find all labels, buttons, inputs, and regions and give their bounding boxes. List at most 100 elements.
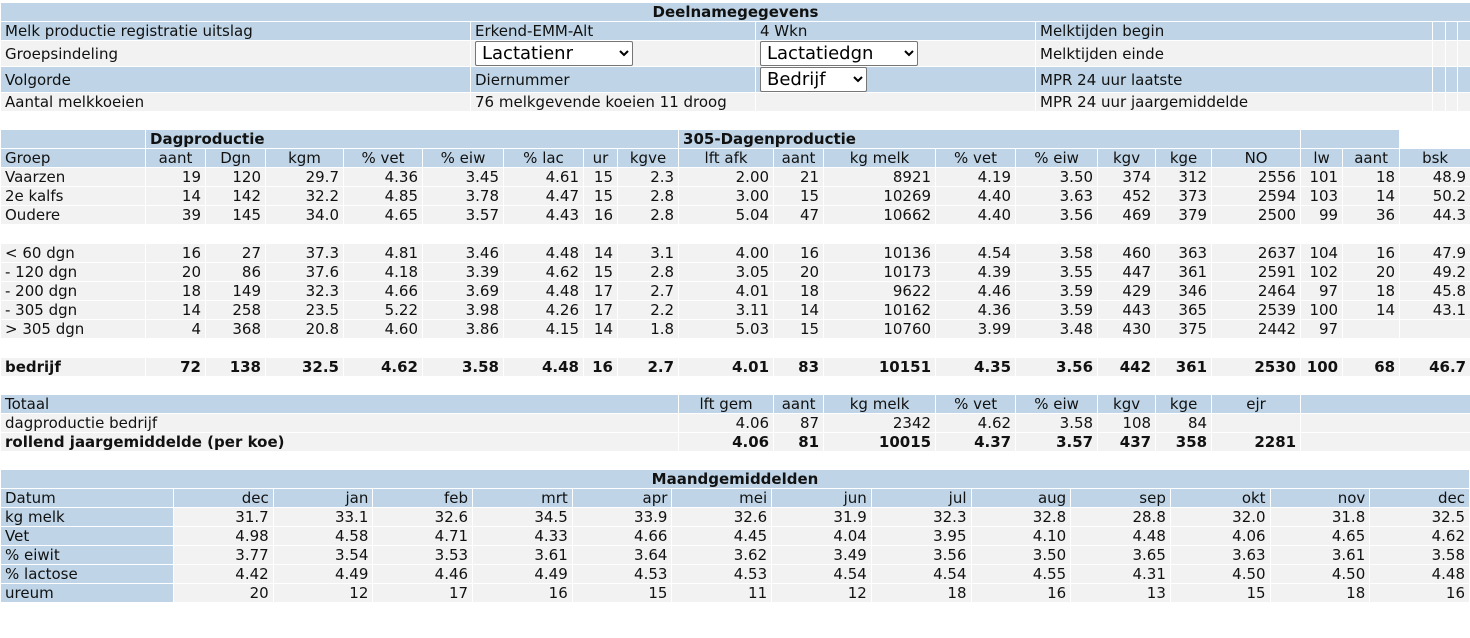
value-cell: 16: [472, 583, 573, 603]
value-cell: 4.46: [372, 564, 474, 584]
value-cell: 23.5: [265, 300, 344, 320]
value-cell: 2556: [1211, 167, 1302, 187]
section-title: Maandgemiddelden: [0, 469, 1470, 489]
data-row: - 120 dgn 20 86 37.6 4.18 3.39 4.62 15 2.8 3.05 20…: [0, 262, 1470, 282]
value-cell: 32.3: [870, 507, 972, 527]
value-cell: 2.8: [616, 186, 680, 206]
column-header: % vet: [935, 148, 1017, 168]
empty-cell: [1456, 92, 1470, 112]
value-cell: 460: [1097, 243, 1157, 263]
empty-cell: [1300, 432, 1470, 452]
row-label: - 120 dgn: [0, 262, 146, 282]
value-cell: 2.2: [616, 300, 680, 320]
data-row: rollend jaargemiddelde (per koe) 4.06 81 10…: [0, 432, 1470, 452]
row-label: bedrijf: [0, 357, 146, 377]
value-cell: 10760: [823, 319, 937, 339]
dropdown[interactable]: Bedrijf: [760, 67, 867, 92]
value-cell: 3.50: [1015, 167, 1099, 187]
value-cell: 20: [773, 262, 825, 282]
value-cell: 15: [571, 583, 673, 603]
value-cell: 437: [1097, 432, 1157, 452]
value-cell: 3.98: [422, 300, 504, 320]
value-cell: 31.8: [1269, 507, 1371, 527]
info-cell: MPR 24 uur laatste: [1035, 66, 1433, 93]
value-cell: 15: [583, 186, 618, 206]
value-cell: 4.43: [503, 205, 584, 225]
value-cell: 138: [205, 357, 266, 377]
value-cell: 3.55: [1015, 262, 1099, 282]
value-cell: 4.62: [503, 262, 584, 282]
value-cell: 4.36: [935, 300, 1017, 320]
empty-cell: [1432, 92, 1446, 112]
value-cell: 49.2: [1399, 262, 1470, 282]
data-row: kg melk 31.7 33.1 32.6 34.5 33.9 32.6 31.9 32.3 3…: [0, 507, 1470, 527]
empty-cell: [1456, 66, 1470, 93]
value-cell: 4.50: [1169, 564, 1271, 584]
value-cell: 101: [1300, 167, 1344, 187]
value-cell: 430: [1097, 319, 1157, 339]
info-cell: Diernummer: [470, 66, 756, 93]
dropdown[interactable]: Lactatienr: [475, 41, 633, 66]
info-row: Volgorde Diernummer Bedrijf MPR 24 uur laat…: [0, 66, 1470, 93]
value-cell: 4.48: [1369, 564, 1470, 584]
row-label: > 305 dgn: [0, 319, 146, 339]
value-cell: 32.8: [970, 507, 1072, 527]
value-cell: 13: [1070, 583, 1171, 603]
column-header: % vet: [935, 394, 1017, 414]
value-cell: 32.5: [1369, 507, 1470, 527]
value-cell: 81: [773, 432, 825, 452]
value-cell: 4.36: [343, 167, 423, 187]
value-cell: 3.45: [422, 167, 504, 187]
empty-cell: [1300, 129, 1401, 149]
value-cell: 37.6: [265, 262, 344, 282]
value-cell: 12: [272, 583, 374, 603]
value-cell: 4.19: [935, 167, 1017, 187]
value-cell: 14: [583, 319, 618, 339]
value-cell: 2594: [1211, 186, 1302, 206]
value-cell: 3.1: [616, 243, 680, 263]
data-row: ureum 20 12 17 16 15 11 12 18 16 13 15 18 16: [0, 583, 1470, 603]
value-cell: 3.56: [1015, 357, 1099, 377]
value-cell: 10269: [823, 186, 937, 206]
value-cell: 4.48: [503, 281, 584, 301]
dropdown[interactable]: Lactatiedgn: [760, 41, 918, 66]
value-cell: 4.48: [503, 357, 584, 377]
value-cell: 16: [583, 357, 618, 377]
value-cell: 4.85: [343, 186, 423, 206]
value-cell: 443: [1097, 300, 1157, 320]
value-cell: 4.65: [343, 205, 423, 225]
value-cell: 15: [583, 167, 618, 187]
value-cell: 3.77: [173, 545, 274, 565]
value-cell: 2591: [1211, 262, 1302, 282]
column-header: jun: [771, 488, 872, 508]
value-cell: 16: [145, 243, 206, 263]
data-row: 2e kalfs 14 142 32.2 4.85 3.78 4.47 15 2.8 3.00 15…: [0, 186, 1470, 206]
value-cell: 4.04: [771, 526, 872, 546]
column-header: ur: [583, 148, 618, 168]
value-cell: 47: [773, 205, 825, 225]
value-cell: 3.61: [472, 545, 573, 565]
value-cell: 83: [773, 357, 825, 377]
info-cell: 4 Wkn: [755, 21, 1036, 41]
column-header: okt: [1169, 488, 1271, 508]
value-cell: 100: [1300, 357, 1344, 377]
info-cell: Groepsindeling: [0, 40, 471, 67]
value-cell: 2637: [1211, 243, 1302, 263]
value-cell: 145: [205, 205, 266, 225]
value-cell: 4.61: [503, 167, 584, 187]
value-cell: 2442: [1211, 319, 1302, 339]
value-cell: 363: [1155, 243, 1213, 263]
value-cell: 4.50: [1269, 564, 1371, 584]
column-header: aant: [773, 148, 825, 168]
value-cell: 3.49: [771, 545, 872, 565]
value-cell: 47.9: [1399, 243, 1470, 263]
row-label: - 305 dgn: [0, 300, 146, 320]
value-cell: 8921: [823, 167, 937, 187]
value-cell: 10173: [823, 262, 937, 282]
value-cell: 3.61: [1269, 545, 1371, 565]
value-cell: 2530: [1211, 357, 1302, 377]
empty-cell: [1456, 40, 1470, 67]
value-cell: 3.57: [422, 205, 504, 225]
column-header: aant: [145, 148, 206, 168]
